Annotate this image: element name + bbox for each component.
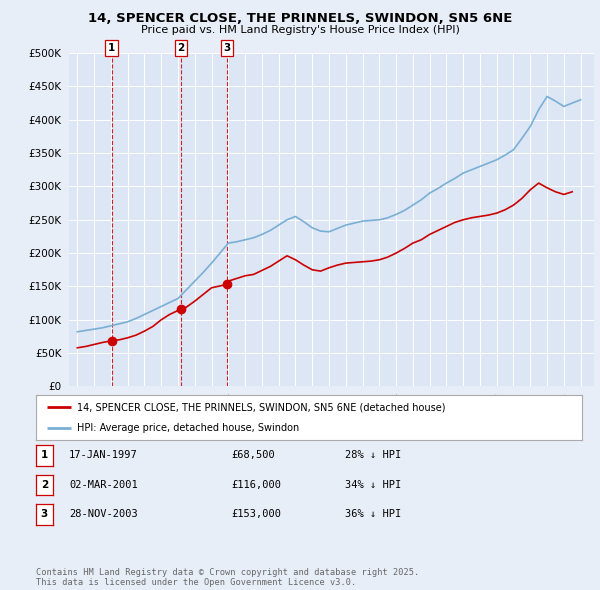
Text: 14, SPENCER CLOSE, THE PRINNELS, SWINDON, SN5 6NE: 14, SPENCER CLOSE, THE PRINNELS, SWINDON… <box>88 12 512 25</box>
Text: 2: 2 <box>41 480 48 490</box>
Text: Contains HM Land Registry data © Crown copyright and database right 2025.
This d: Contains HM Land Registry data © Crown c… <box>36 568 419 587</box>
Text: 3: 3 <box>223 43 230 53</box>
Text: 1: 1 <box>108 43 115 53</box>
Text: £153,000: £153,000 <box>231 510 281 519</box>
Text: 2: 2 <box>177 43 185 53</box>
Text: 1: 1 <box>41 451 48 460</box>
Text: HPI: Average price, detached house, Swindon: HPI: Average price, detached house, Swin… <box>77 424 299 434</box>
Text: £68,500: £68,500 <box>231 451 275 460</box>
Text: £116,000: £116,000 <box>231 480 281 490</box>
Text: 36% ↓ HPI: 36% ↓ HPI <box>345 510 401 519</box>
Text: 28-NOV-2003: 28-NOV-2003 <box>69 510 138 519</box>
Text: 14, SPENCER CLOSE, THE PRINNELS, SWINDON, SN5 6NE (detached house): 14, SPENCER CLOSE, THE PRINNELS, SWINDON… <box>77 402 445 412</box>
Text: Price paid vs. HM Land Registry's House Price Index (HPI): Price paid vs. HM Land Registry's House … <box>140 25 460 35</box>
Text: 34% ↓ HPI: 34% ↓ HPI <box>345 480 401 490</box>
Text: 3: 3 <box>41 510 48 519</box>
Text: 17-JAN-1997: 17-JAN-1997 <box>69 451 138 460</box>
Text: 28% ↓ HPI: 28% ↓ HPI <box>345 451 401 460</box>
Text: 02-MAR-2001: 02-MAR-2001 <box>69 480 138 490</box>
